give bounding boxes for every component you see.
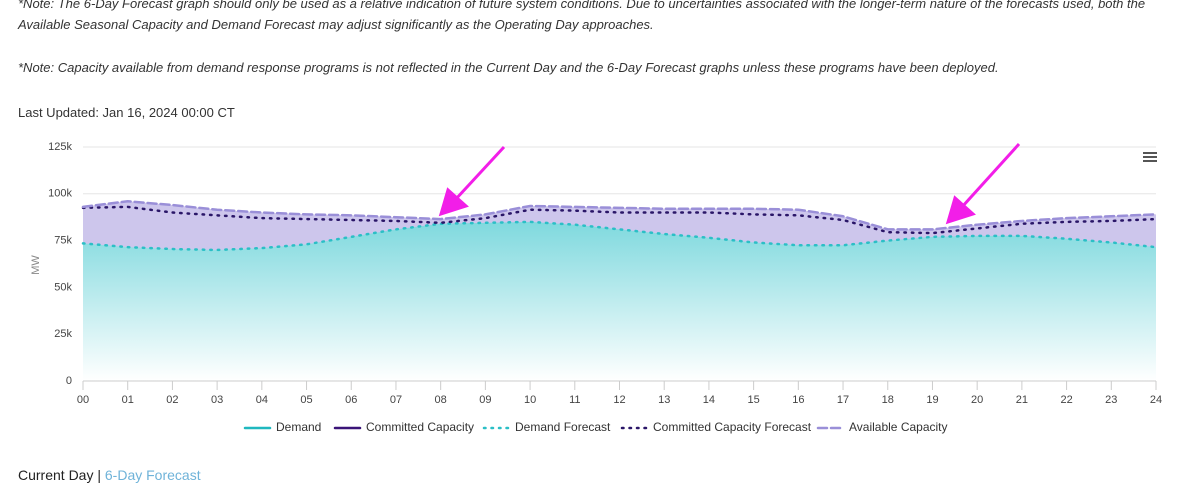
x-tick-label: 08: [435, 394, 447, 406]
x-tick-label: 15: [748, 394, 760, 406]
x-tick-label: 17: [837, 394, 849, 406]
tab-current[interactable]: Current Day: [18, 467, 94, 483]
series-line: [81, 200, 1158, 231]
x-tick-label: 01: [122, 394, 134, 406]
tab-forecast[interactable]: 6-Day Forecast: [104, 467, 201, 483]
series-line: [81, 205, 1158, 235]
x-tick-label: 19: [926, 394, 938, 406]
annotation-arrow: [438, 142, 1021, 225]
x-tick-label: 02: [166, 394, 178, 406]
separator: |: [97, 467, 101, 483]
x-tick-label: 11: [569, 394, 580, 406]
x-tick-label: 03: [211, 394, 223, 406]
series-line: [81, 220, 1158, 252]
note: *Note: The 6-Day Forecast graph should o…: [18, 0, 1146, 32]
x-tick-label: 18: [882, 394, 894, 406]
x-tick-label: 07: [390, 394, 402, 406]
legend-label: Demand: [276, 420, 321, 434]
x-tick-label: 24: [1150, 394, 1162, 406]
note: *Note: Capacity available from demand re…: [18, 60, 999, 75]
legend-label: Committed Capacity Forecast: [653, 420, 812, 434]
legend-label: Committed Capacity: [366, 420, 474, 434]
y-tick-label: 0: [66, 375, 72, 387]
tabs: Current Day | 6-Day Forecast: [18, 467, 201, 483]
legend-label: Demand Forecast: [515, 420, 611, 434]
x-tick-label: 06: [345, 394, 357, 406]
x-tick-label: 21: [1016, 394, 1028, 406]
y-tick-label: 100k: [48, 188, 72, 200]
x-tick-label: 10: [524, 394, 536, 406]
legend-label: Available Capacity: [849, 420, 948, 434]
x-tick-label: 12: [613, 394, 625, 406]
x-tick-label: 05: [300, 394, 312, 406]
chart: 0 25k 50k 75k 100k 125k 00 01 02 03 04 05 06 07 08 09 10…: [30, 141, 1162, 434]
y-axis-label: MW: [30, 255, 42, 275]
y-tick-label: 25k: [54, 328, 72, 340]
y-tick-label: 75k: [54, 235, 72, 247]
y-tick-label: 125k: [48, 141, 72, 153]
x-tick-label: 23: [1105, 394, 1117, 406]
x-tick-label: 09: [479, 394, 491, 406]
x-tick-label: 13: [658, 394, 670, 406]
area: [83, 221, 1156, 381]
menu-icon[interactable]: [1143, 152, 1157, 162]
x-tick-label: 22: [1060, 394, 1072, 406]
x-tick-label: 14: [703, 394, 715, 406]
x-tick-label: 20: [971, 394, 983, 406]
x-tick-label: 00: [77, 394, 89, 406]
x-tick-label: 16: [792, 394, 804, 406]
x-tick-label: 04: [256, 394, 268, 406]
y-tick-label: 50k: [54, 281, 72, 293]
last-updated: Last Updated: Jan 16, 2024 00:00 CT: [18, 105, 235, 120]
